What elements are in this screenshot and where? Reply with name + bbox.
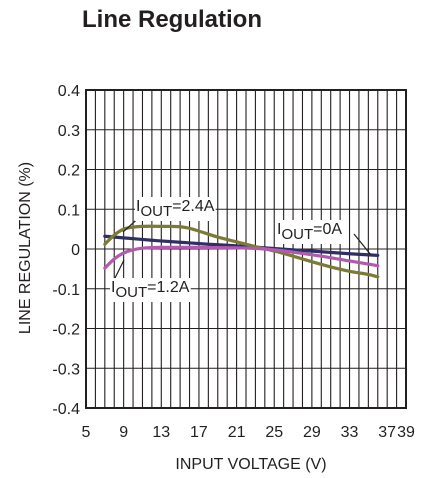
x-tick-label: 39	[397, 424, 415, 441]
y-tick-label: -0.2	[52, 322, 80, 339]
x-tick-label: 13	[152, 424, 170, 441]
y-tick-label: -0.3	[52, 361, 80, 378]
annotations: IOUT=2.4A IOUT=0A IOUT=1.2A	[110, 197, 372, 302]
annotation-background	[110, 278, 191, 302]
x-axis-label: INPUT VOLTAGE (V)	[175, 456, 326, 473]
y-tick-label: 0	[71, 242, 80, 259]
y-tick-label: 0.3	[58, 123, 80, 140]
annotation-iout-1-2a: IOUT=1.2A	[111, 279, 190, 301]
chart-title: Line Regulation	[82, 6, 262, 33]
annotation-leader-line	[353, 233, 372, 256]
y-axis-label: LINE REGULATION (%)	[17, 162, 34, 334]
series-line-iout-0a	[103, 234, 380, 257]
x-tick-label: 5	[82, 424, 91, 441]
x-tick-label: 21	[228, 424, 246, 441]
series-line-iout-1-2a	[103, 245, 380, 270]
annotation-leader-line	[114, 259, 125, 279]
y-tick-label: -0.1	[52, 282, 80, 299]
annotation-iout-0a: IOUT=0A	[277, 221, 342, 243]
annotation-iout-2-4a: IOUT=2.4A	[136, 198, 215, 220]
annotation-background	[276, 220, 344, 244]
y-tick-label: 0.1	[58, 202, 80, 219]
y-tick-labels: 0.4 0.3 0.2 0.1 0 -0.1 -0.2 -0.3 -0.4	[52, 83, 80, 418]
x-tick-label: 25	[265, 424, 283, 441]
x-tick-label: 33	[341, 424, 359, 441]
plot-frame	[85, 89, 407, 409]
series-lines	[103, 224, 380, 279]
x-tick-label: 37	[378, 424, 396, 441]
annotation-background	[135, 197, 216, 221]
x-tick-label: 17	[190, 424, 208, 441]
x-tick-label: 29	[303, 424, 321, 441]
y-tick-label: 0.4	[58, 83, 80, 100]
x-tick-labels: 5 9 13 17 21 25 29 33 37 39	[82, 424, 415, 441]
x-tick-label: 9	[119, 424, 128, 441]
y-tick-label: -0.4	[52, 401, 80, 418]
y-tick-label: 0.2	[58, 163, 80, 180]
series-line-iout-2-4a	[103, 224, 380, 279]
